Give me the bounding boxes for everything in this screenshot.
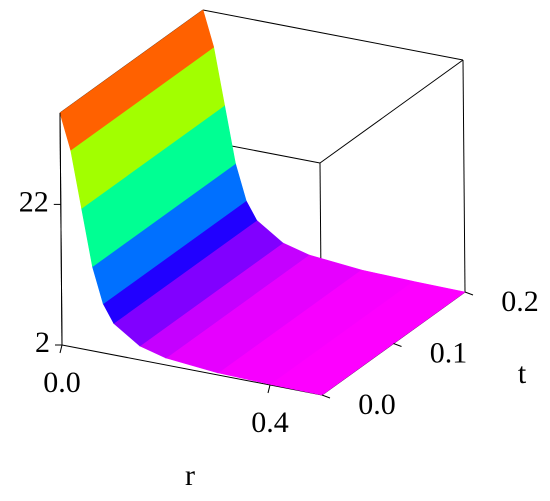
y-tick-label: 0.2: [501, 285, 539, 318]
y-tick: [393, 343, 402, 347]
x-tick-label: 0.0: [43, 366, 81, 399]
y-tick-label: 0.1: [430, 336, 468, 369]
z-tick-label: 2: [35, 326, 50, 359]
box-edge: [319, 59, 464, 164]
y-tick: [464, 291, 474, 296]
y-axis-label: t: [518, 357, 527, 390]
x-tick: [59, 344, 63, 354]
x-axis-label: r: [185, 459, 195, 492]
box-edge: [59, 112, 63, 346]
box-edge: [61, 344, 323, 396]
box-edge: [202, 9, 464, 61]
x-tick: [267, 384, 271, 394]
y-tick-label: 0.0: [358, 388, 396, 421]
surface-strip: [59, 9, 215, 151]
z-tick-label: 22: [19, 185, 49, 218]
x-tick-label: 0.4: [251, 406, 289, 439]
box-edge: [462, 59, 466, 293]
y-tick: [321, 394, 331, 399]
